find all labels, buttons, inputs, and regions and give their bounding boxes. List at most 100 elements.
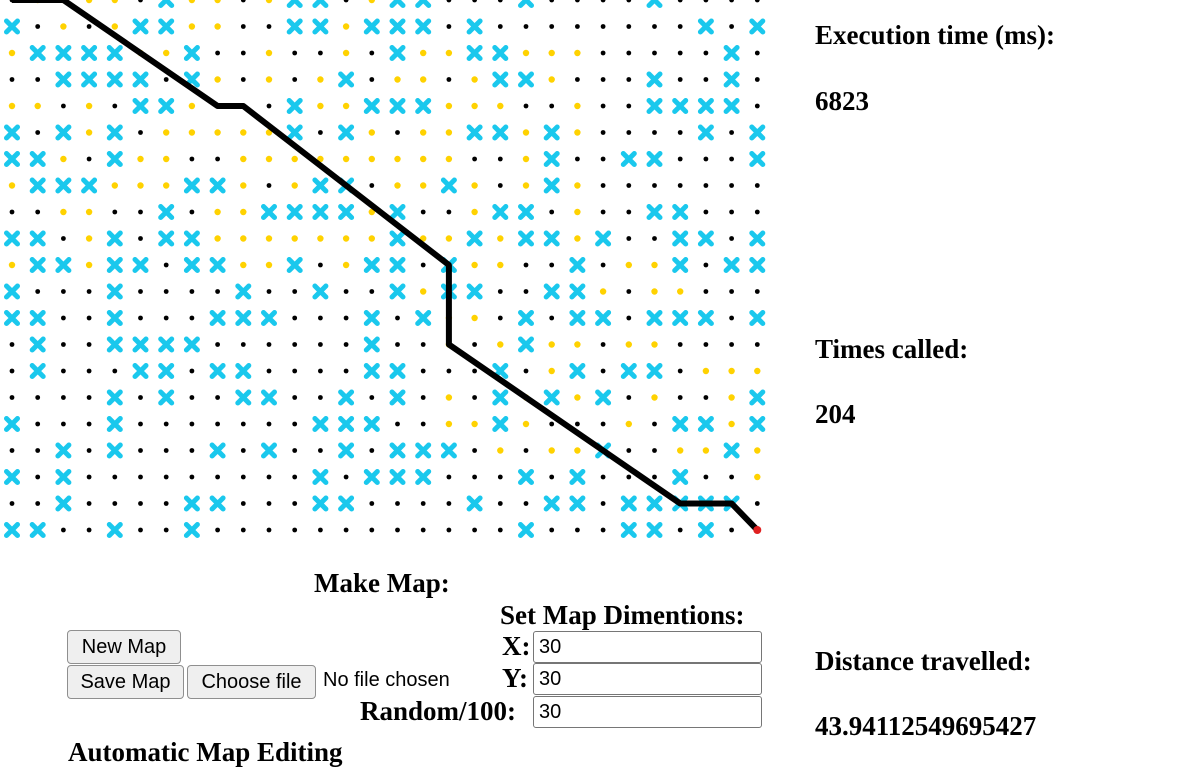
wall-cell[interactable] <box>415 98 432 114</box>
open-cell[interactable] <box>677 342 683 347</box>
wall-cell[interactable] <box>543 230 560 247</box>
open-cell[interactable] <box>703 474 709 480</box>
open-cell[interactable] <box>575 24 580 29</box>
visited-cell[interactable] <box>85 235 93 242</box>
open-cell[interactable] <box>266 24 272 29</box>
open-cell[interactable] <box>266 368 272 374</box>
visited-cell[interactable] <box>574 129 581 136</box>
open-cell[interactable] <box>497 474 503 480</box>
open-cell[interactable] <box>318 342 323 347</box>
wall-cell[interactable] <box>286 124 303 141</box>
open-cell[interactable] <box>600 50 606 56</box>
wall-cell[interactable] <box>518 336 534 353</box>
visited-cell[interactable] <box>188 23 196 30</box>
open-cell[interactable] <box>703 395 709 400</box>
open-cell[interactable] <box>652 448 657 453</box>
visited-cell[interactable] <box>265 155 273 163</box>
visited-cell[interactable] <box>188 129 196 136</box>
wall-cell[interactable] <box>209 442 226 459</box>
open-cell[interactable] <box>575 77 580 82</box>
open-cell[interactable] <box>729 209 734 215</box>
open-cell[interactable] <box>549 262 555 268</box>
open-cell[interactable] <box>369 448 375 453</box>
visited-cell[interactable] <box>85 208 93 216</box>
wall-cell[interactable] <box>492 45 509 61</box>
open-cell[interactable] <box>729 183 734 188</box>
visited-cell[interactable] <box>471 420 478 428</box>
open-cell[interactable] <box>35 474 41 480</box>
open-cell[interactable] <box>626 448 632 453</box>
wall-cell[interactable] <box>440 442 457 459</box>
wall-cell[interactable] <box>29 230 46 247</box>
open-cell[interactable] <box>703 183 709 188</box>
wall-cell[interactable] <box>697 230 714 247</box>
wall-cell[interactable] <box>29 151 46 167</box>
open-cell[interactable] <box>112 368 118 374</box>
open-cell[interactable] <box>61 315 66 321</box>
open-cell[interactable] <box>754 501 760 506</box>
wall-cell[interactable] <box>569 363 586 379</box>
wall-cell[interactable] <box>158 389 175 406</box>
open-cell[interactable] <box>446 474 452 480</box>
open-cell[interactable] <box>266 103 272 109</box>
open-cell[interactable] <box>35 395 41 400</box>
wall-cell[interactable] <box>29 522 46 538</box>
wall-cell[interactable] <box>389 45 406 61</box>
open-cell[interactable] <box>240 77 246 82</box>
open-cell[interactable] <box>163 474 169 480</box>
wall-cell[interactable] <box>389 0 406 8</box>
wall-cell[interactable] <box>55 257 72 273</box>
open-cell[interactable] <box>138 315 143 321</box>
wall-cell[interactable] <box>183 495 200 512</box>
wall-cell[interactable] <box>749 124 766 141</box>
open-cell[interactable] <box>549 527 555 533</box>
wall-cell[interactable] <box>286 98 303 114</box>
wall-cell[interactable] <box>363 98 380 114</box>
open-cell[interactable] <box>600 0 606 3</box>
visited-cell[interactable] <box>188 0 196 4</box>
open-cell[interactable] <box>523 262 529 268</box>
open-cell[interactable] <box>86 368 92 374</box>
wall-cell[interactable] <box>132 336 149 353</box>
random-percent-input[interactable] <box>533 696 762 728</box>
open-cell[interactable] <box>626 209 632 215</box>
wall-cell[interactable] <box>106 257 123 273</box>
open-cell[interactable] <box>292 527 298 533</box>
open-cell[interactable] <box>240 474 246 480</box>
open-cell[interactable] <box>292 474 298 480</box>
open-cell[interactable] <box>189 156 195 162</box>
open-cell[interactable] <box>523 289 529 294</box>
open-cell[interactable] <box>523 368 529 374</box>
wall-cell[interactable] <box>338 416 355 432</box>
open-cell[interactable] <box>446 368 452 374</box>
wall-cell[interactable] <box>646 204 663 220</box>
wall-cell[interactable] <box>183 230 200 247</box>
open-cell[interactable] <box>292 448 298 453</box>
open-cell[interactable] <box>215 50 221 56</box>
open-cell[interactable] <box>497 315 503 321</box>
wall-cell[interactable] <box>389 363 406 379</box>
wall-cell[interactable] <box>389 442 406 459</box>
open-cell[interactable] <box>652 183 657 188</box>
choose-file-button[interactable]: Choose file <box>187 665 316 699</box>
visited-cell[interactable] <box>445 102 453 110</box>
open-cell[interactable] <box>575 0 580 3</box>
visited-cell[interactable] <box>240 235 247 242</box>
open-cell[interactable] <box>61 103 66 109</box>
wall-cell[interactable] <box>312 177 329 194</box>
open-cell[interactable] <box>215 156 221 162</box>
open-cell[interactable] <box>600 77 606 82</box>
wall-cell[interactable] <box>209 495 226 512</box>
open-cell[interactable] <box>497 0 503 3</box>
open-cell[interactable] <box>35 130 41 135</box>
open-cell[interactable] <box>215 342 221 347</box>
wall-cell[interactable] <box>389 204 406 220</box>
open-cell[interactable] <box>677 395 683 400</box>
visited-cell[interactable] <box>291 182 298 189</box>
open-cell[interactable] <box>61 342 66 347</box>
wall-cell[interactable] <box>235 389 252 406</box>
wall-cell[interactable] <box>646 98 663 114</box>
open-cell[interactable] <box>420 262 426 268</box>
wall-cell[interactable] <box>518 0 534 8</box>
wall-cell[interactable] <box>595 230 612 247</box>
